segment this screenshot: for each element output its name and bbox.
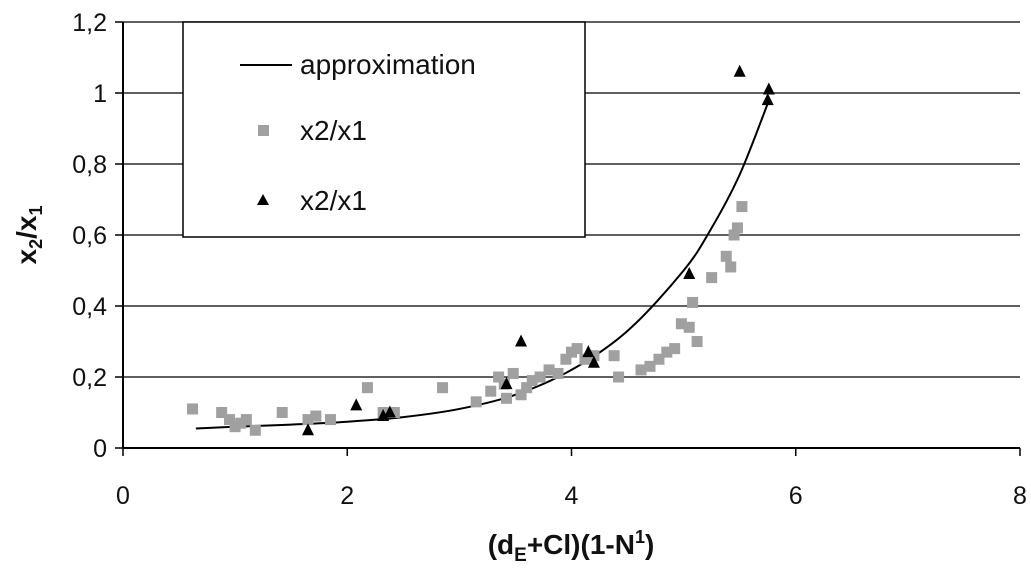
square-point: [608, 350, 620, 362]
square-point: [653, 353, 665, 365]
triangle-point: [350, 398, 363, 411]
square-point: [240, 414, 252, 426]
triangle-point: [683, 267, 696, 280]
square-point: [731, 222, 743, 234]
triangle-points-layer: [302, 64, 775, 436]
triangle-point: [302, 423, 315, 436]
square-point: [493, 371, 505, 383]
square-point: [644, 360, 656, 372]
square-point: [691, 336, 703, 347]
x-tick-labels: 0 2 4 6 8: [116, 482, 1027, 510]
x-axis-title: (dE+Cl)(1-N1): [488, 527, 655, 566]
square-point: [725, 261, 737, 273]
x-tick-label: 6: [789, 482, 803, 510]
square-point: [302, 414, 314, 426]
legend-label-squares: x2/x1: [300, 115, 367, 146]
y-tick-label: 0,2: [72, 364, 107, 392]
legend-triangle-swatch: [257, 194, 269, 205]
square-point: [588, 350, 600, 362]
tick-marks: [115, 21, 1021, 456]
square-point: [521, 382, 533, 394]
square-point: [437, 382, 449, 394]
y-tick-labels: 0 0,2 0,4 0,6 0,8 1 1,2: [72, 9, 107, 463]
square-point: [310, 410, 322, 422]
square-point: [361, 382, 373, 394]
square-point: [500, 392, 512, 404]
legend-square-swatch: [258, 125, 269, 136]
square-point: [613, 371, 625, 383]
triangle-point: [582, 345, 595, 358]
square-point: [635, 364, 647, 376]
square-point: [571, 343, 583, 355]
square-point: [683, 321, 695, 333]
square-point: [216, 407, 228, 418]
triangle-point: [761, 93, 774, 106]
square-point: [543, 364, 555, 376]
square-point: [736, 201, 748, 213]
x-tick-label: 2: [340, 482, 354, 510]
triangle-point: [762, 82, 775, 95]
square-point: [388, 407, 400, 418]
square-point: [687, 296, 699, 308]
y-axis-title: x2/x1: [11, 206, 46, 265]
square-point: [249, 424, 261, 436]
y-tick-label: 1: [93, 80, 107, 108]
square-point: [276, 407, 288, 418]
y-tick-label: 0,4: [72, 293, 107, 321]
triangle-point: [587, 355, 600, 368]
y-tick-label: 0,8: [72, 151, 107, 179]
square-point: [669, 343, 681, 355]
triangle-point: [383, 405, 396, 418]
square-point: [187, 403, 199, 415]
y-tick-label: 0,6: [72, 222, 107, 250]
legend: approximation x2/x1 x2/x1: [182, 21, 586, 238]
square-point: [552, 367, 564, 379]
x-tick-label: 0: [116, 482, 130, 510]
square-point: [229, 421, 241, 433]
square-point: [720, 250, 732, 262]
square-point: [566, 346, 577, 358]
square-point: [507, 367, 519, 379]
square-point: [534, 371, 546, 383]
square-point: [235, 417, 247, 429]
legend-box: [182, 21, 586, 238]
square-point: [706, 272, 718, 284]
triangle-point: [377, 409, 390, 422]
triangle-point: [515, 334, 528, 347]
square-point: [579, 353, 591, 365]
square-point: [470, 396, 482, 408]
triangle-point: [733, 64, 746, 77]
y-tick-label: 1,2: [72, 9, 107, 37]
square-point: [526, 375, 538, 387]
legend-label-approximation: approximation: [300, 49, 476, 80]
square-point: [224, 414, 236, 426]
square-points-layer: [187, 201, 748, 436]
square-point: [675, 318, 687, 330]
square-point: [728, 229, 740, 241]
square-point: [661, 346, 673, 358]
triangle-point: [500, 377, 513, 390]
x-tick-label: 8: [1013, 482, 1027, 510]
x-tick-label: 4: [565, 482, 579, 510]
square-point: [560, 353, 572, 365]
square-point: [324, 414, 336, 426]
square-point: [515, 389, 527, 401]
square-point: [485, 385, 497, 397]
y-tick-label: 0: [93, 435, 107, 463]
legend-label-triangles: x2/x1: [300, 185, 367, 216]
